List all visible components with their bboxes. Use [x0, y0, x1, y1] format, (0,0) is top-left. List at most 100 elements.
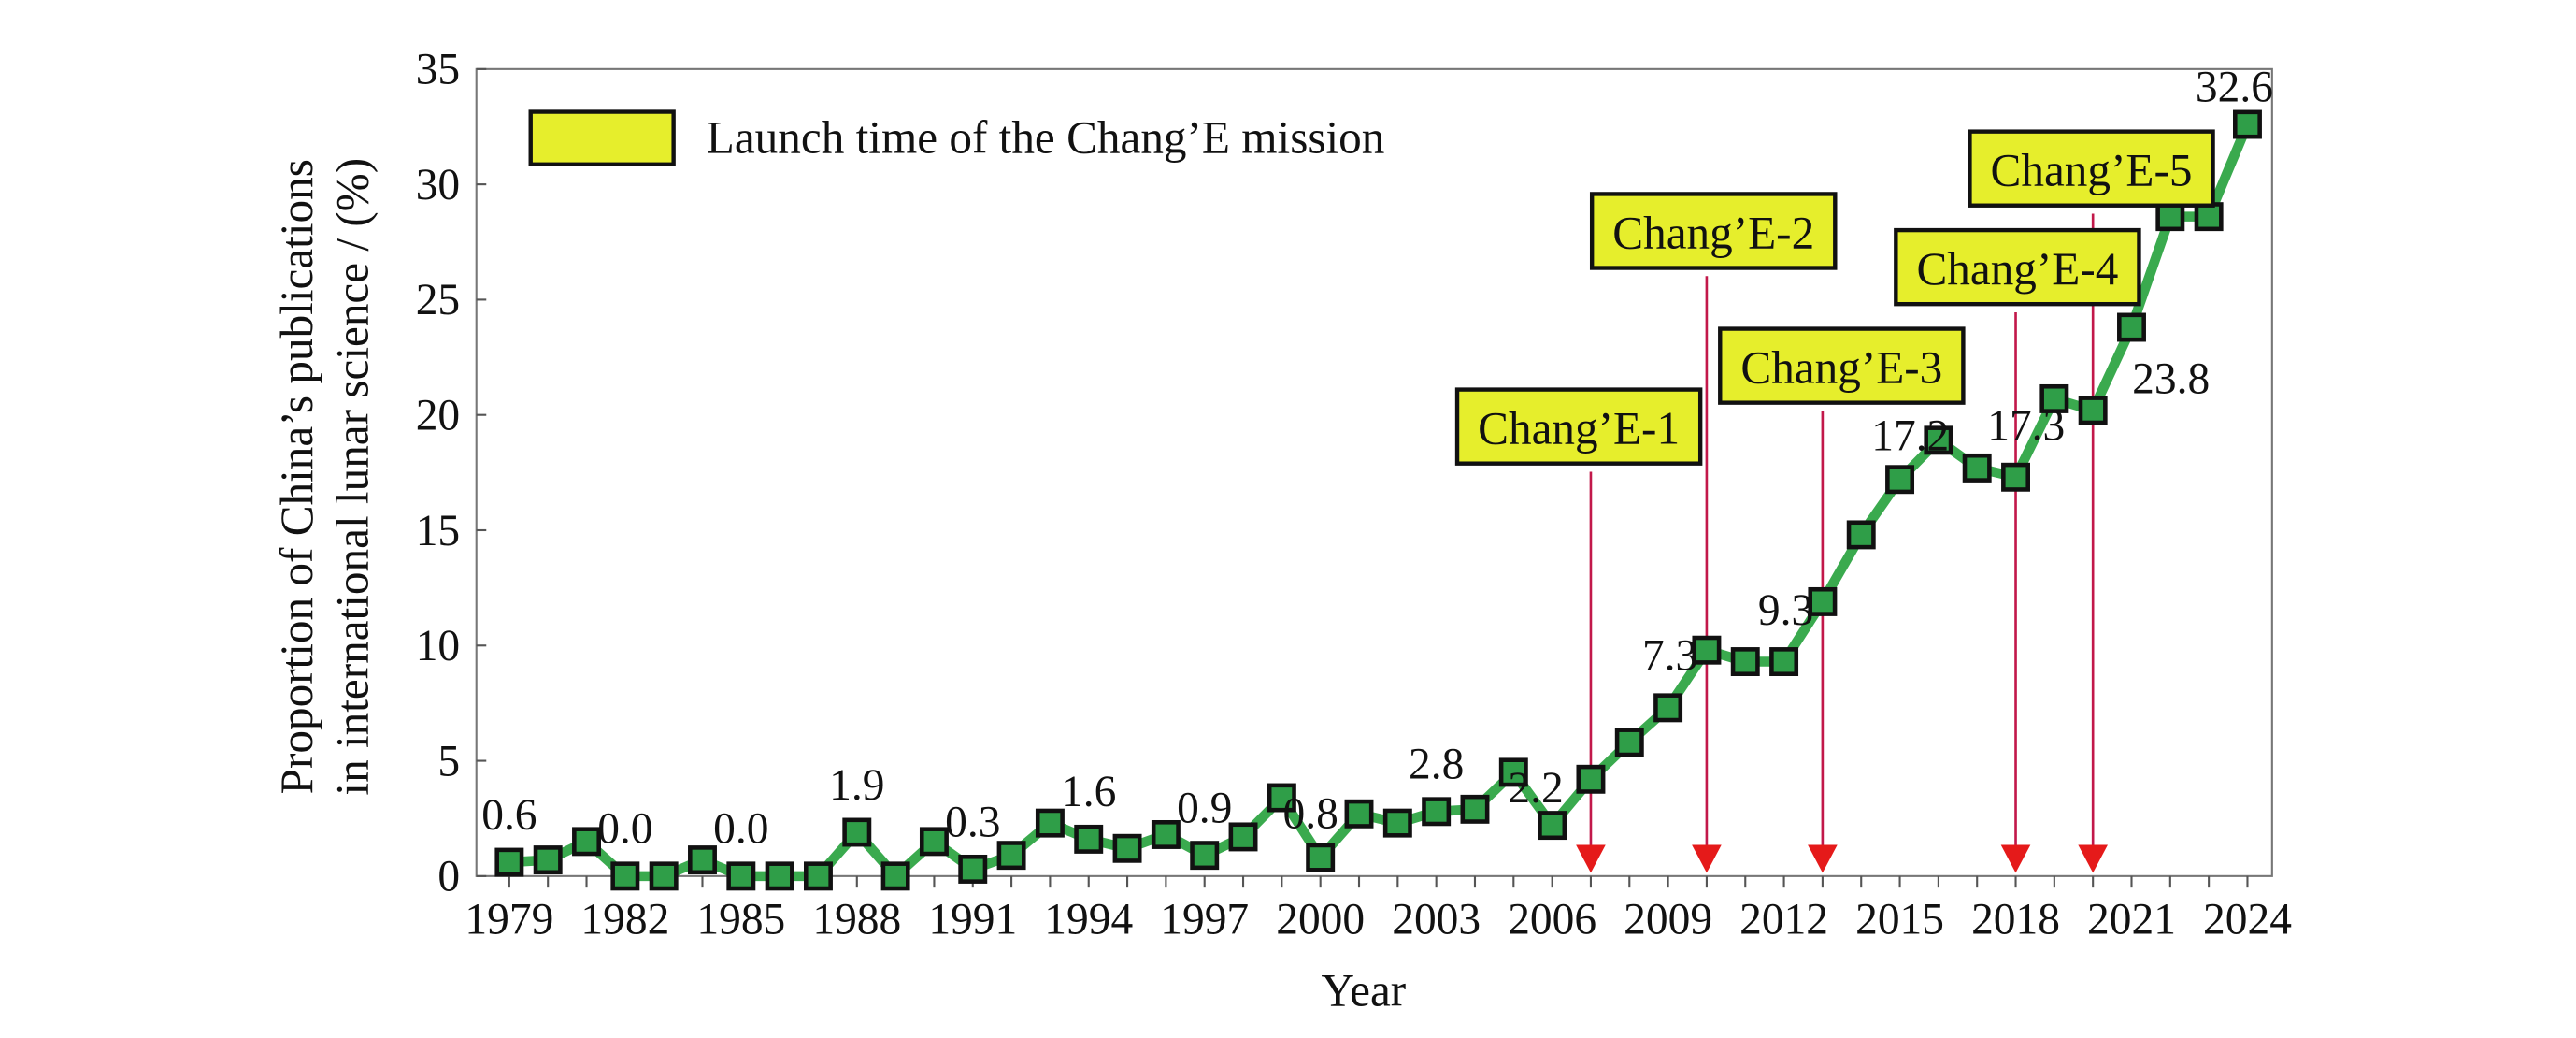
data-point-marker: [1538, 811, 1567, 841]
data-label: 7.3: [1642, 631, 1697, 680]
data-point-marker: [2233, 109, 2262, 139]
data-label: 1.9: [829, 761, 884, 810]
y-tick-label: 30: [416, 161, 460, 209]
legend-label: Launch time of the Chang’E mission: [707, 111, 1385, 163]
legend: Launch time of the Chang’E mission: [528, 109, 1385, 166]
data-point-marker: [842, 817, 872, 847]
y-tick-label: 0: [437, 853, 460, 901]
data-point-marker: [1846, 520, 1876, 550]
x-tick-label: 2024: [2203, 895, 2292, 944]
arrow-head-icon: [2078, 844, 2108, 873]
data-point-marker: [649, 861, 679, 891]
data-point-marker: [1460, 794, 1490, 824]
data-label: 32.6: [2196, 63, 2273, 111]
data-label: 17.2: [1871, 411, 1949, 460]
mission-box: [1718, 326, 1966, 405]
data-point-marker: [494, 847, 524, 877]
plot-frame: [475, 67, 2273, 877]
data-point-marker: [2117, 312, 2146, 342]
data-point-marker: [1692, 635, 1722, 665]
mission-box: [1894, 227, 2141, 307]
data-point-marker: [2194, 202, 2224, 232]
data-point-marker: [958, 854, 988, 884]
data-point-marker: [919, 827, 949, 857]
mission-box: [1589, 192, 1838, 270]
data-label: 0.3: [945, 798, 1000, 846]
data-label: 0.6: [481, 791, 537, 840]
data-label: 9.3: [1758, 586, 1813, 635]
series-markers: [494, 109, 2262, 891]
x-tick-label: 2003: [1392, 895, 1481, 944]
data-label: 2.2: [1508, 764, 1563, 813]
data-point-marker: [2155, 202, 2185, 232]
data-label: 0.0: [597, 805, 652, 854]
y-axis: 0 5 10 15 20 25 30 35: [416, 46, 487, 901]
data-label: 0.0: [713, 805, 768, 854]
data-point-marker: [1151, 819, 1181, 849]
y-tick-label: 10: [416, 622, 460, 670]
data-label: 0.9: [1177, 785, 1232, 833]
x-tick-label: 1994: [1044, 895, 1133, 944]
x-tick-label: 2012: [1739, 895, 1828, 944]
data-point-marker: [1614, 728, 1644, 757]
mission-label: Chang’E-5: [1991, 145, 2193, 196]
x-tick-label: 1991: [928, 895, 1017, 944]
legend-swatch: [528, 109, 676, 166]
x-tick-label: 2006: [1508, 895, 1596, 944]
y-tick-label: 15: [416, 507, 460, 555]
data-labels: 0.6 0.0 0.0 1.9 0.3 1.6 0.9 0.8 2.8 2.2 7.3 9.3 17.2…: [481, 63, 2273, 853]
data-point-marker: [1422, 797, 1452, 827]
data-point-marker: [996, 841, 1026, 871]
data-point-marker: [1112, 833, 1142, 863]
mission-arrows: [1576, 213, 2108, 873]
arrow-head-icon: [1692, 844, 1722, 873]
data-point-marker: [765, 861, 794, 891]
data-point-marker: [1035, 808, 1065, 838]
mission-boxes: Chang’E-1 Chang’E-2 Chang’E-3 Chang’E-4 Chan…: [1454, 129, 2215, 466]
x-axis-title: Year: [1322, 965, 1407, 1016]
data-point-marker: [1267, 783, 1296, 813]
x-tick-label: 1982: [580, 895, 669, 944]
x-tick-label: 2015: [1855, 895, 1944, 944]
mission-label: Chang’E-3: [1740, 342, 1942, 394]
data-point-marker: [1382, 808, 1412, 838]
data-point-marker: [1769, 647, 1799, 677]
mission-label: Chang’E-4: [1916, 243, 2118, 295]
mission-label: Chang’E-1: [1478, 403, 1680, 454]
data-point-marker: [2039, 383, 2069, 413]
data-point-marker: [572, 827, 601, 857]
data-point-marker: [1228, 822, 1258, 852]
data-label: 2.8: [1409, 741, 1464, 789]
x-axis: 1979 1982 1985 1988 1991 1994 1997 2000 2003 2006…: [465, 875, 2292, 944]
x-tick-label: 2018: [1971, 895, 2060, 944]
y-tick-label: 35: [416, 46, 460, 94]
mission-label: Chang’E-2: [1612, 207, 1814, 258]
x-tick-label: 1997: [1160, 895, 1249, 944]
x-tick-label: 1979: [465, 895, 553, 944]
arrow-head-icon: [1576, 844, 1606, 873]
data-point-marker: [1924, 425, 1953, 455]
x-tick-label: 2021: [2087, 895, 2176, 944]
arrow-head-icon: [1808, 844, 1838, 873]
y-axis-title-line1: Proportion of China’s publications: [271, 159, 322, 794]
y-tick-label: 5: [437, 737, 460, 786]
data-point-marker: [1498, 757, 1528, 787]
data-label: 17.3: [1987, 401, 2065, 450]
x-tick-label: 1988: [812, 895, 901, 944]
data-label: 23.8: [2132, 354, 2210, 403]
data-point-marker: [1190, 841, 1220, 871]
data-point-marker: [726, 861, 756, 891]
y-axis-title-line2: in international lunar science / (%): [327, 158, 379, 796]
x-tick-label: 2009: [1624, 895, 1712, 944]
data-point-marker: [1306, 843, 1336, 872]
y-tick-label: 20: [416, 392, 460, 440]
data-point-marker: [533, 845, 563, 875]
mission-box: [1454, 387, 1703, 466]
data-point-marker: [1653, 693, 1683, 723]
data-point-marker: [1962, 453, 1992, 483]
data-point-marker: [2078, 396, 2108, 425]
data-point-marker: [1576, 764, 1606, 794]
arrow-head-icon: [2000, 844, 2031, 873]
data-label: 1.6: [1061, 768, 1116, 816]
